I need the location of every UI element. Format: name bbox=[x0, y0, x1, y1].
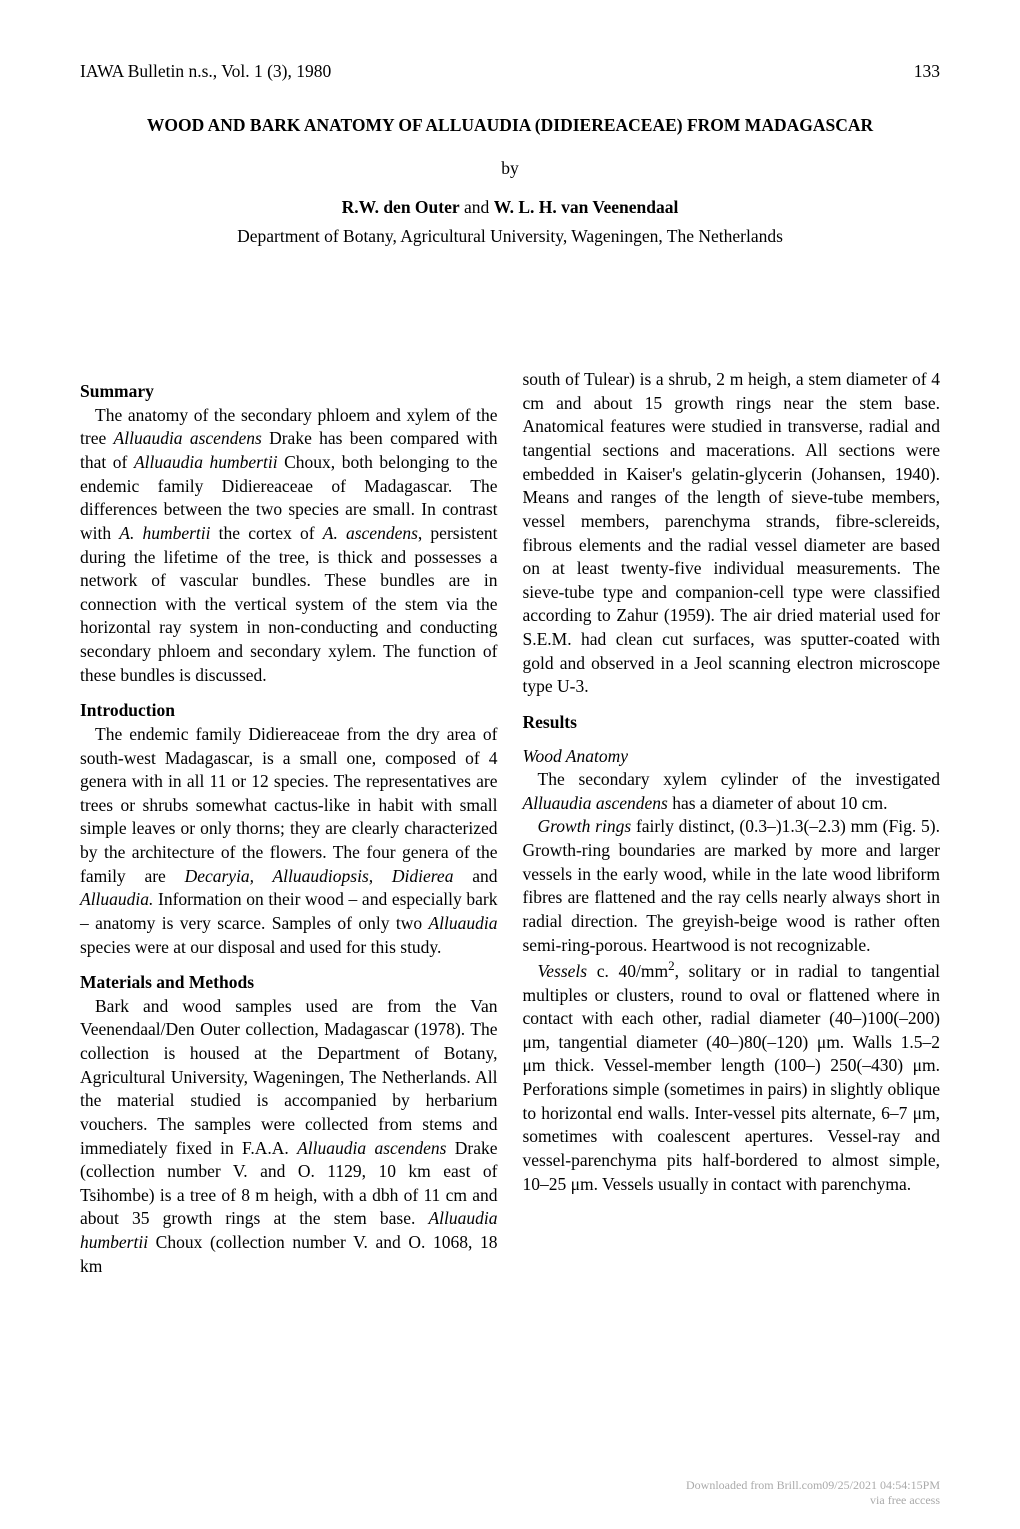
article-title: WOOD AND BARK ANATOMY OF ALLUAUDIA (DIDI… bbox=[80, 114, 940, 138]
methods-heading: Materials and Methods bbox=[80, 971, 498, 995]
species-name: Alluaudia humbertii bbox=[134, 452, 278, 472]
species-name: A. humbertii bbox=[119, 523, 210, 543]
intro-text: The endemic family Didiereaceae from the… bbox=[80, 724, 498, 886]
growth-rings-label: Growth rings bbox=[538, 816, 632, 836]
wood-text: The secondary xylem cylinder of the inve… bbox=[538, 769, 941, 789]
journal-info: IAWA Bulletin n.s., Vol. 1 (3), 1980 bbox=[80, 60, 331, 84]
genus-name: Alluaudia bbox=[428, 913, 497, 933]
intro-heading: Introduction bbox=[80, 699, 498, 723]
footer-line-1: Downloaded from Brill.com09/25/2021 04:5… bbox=[686, 1478, 940, 1494]
author-and: and bbox=[460, 197, 494, 217]
intro-paragraph: The endemic family Didiereaceae from the… bbox=[80, 723, 498, 959]
footer-line-2: via free access bbox=[686, 1493, 940, 1509]
vessels-label: Vessels bbox=[538, 961, 588, 981]
authors: R.W. den Outer and W. L. H. van Veenenda… bbox=[80, 196, 940, 220]
intro-text: species were at our disposal and used fo… bbox=[80, 937, 441, 957]
summary-text: , persistent during the lifetime of the … bbox=[80, 523, 498, 685]
download-footer: Downloaded from Brill.com09/25/2021 04:5… bbox=[686, 1478, 940, 1509]
genus-name: Alluaudia. bbox=[80, 889, 153, 909]
wood-anatomy-heading: Wood Anatomy bbox=[523, 745, 941, 769]
author-1: R.W. den Outer bbox=[342, 197, 460, 217]
wood-paragraph-2: Growth rings fairly distinct, (0.3–)1.3(… bbox=[523, 815, 941, 957]
species-name: Alluaudia ascendens bbox=[523, 793, 668, 813]
wood-paragraph-3: Vessels c. 40/mm2, solitary or in radial… bbox=[523, 957, 941, 1196]
right-column: south of Tulear) is a shrub, 2 m heigh, … bbox=[523, 368, 941, 1278]
affiliation: Department of Botany, Agricultural Unive… bbox=[80, 225, 940, 249]
content-columns: Summary The anatomy of the secondary phl… bbox=[80, 368, 940, 1278]
methods-continued: south of Tulear) is a shrub, 2 m heigh, … bbox=[523, 368, 941, 699]
results-heading: Results bbox=[523, 711, 941, 735]
wood-paragraph-1: The secondary xylem cylinder of the inve… bbox=[523, 768, 941, 815]
left-column: Summary The anatomy of the secondary phl… bbox=[80, 368, 498, 1278]
methods-text: Bark and wood samples used are from the … bbox=[80, 996, 498, 1158]
header-row: IAWA Bulletin n.s., Vol. 1 (3), 1980 133 bbox=[80, 60, 940, 84]
intro-text: and bbox=[453, 866, 497, 886]
genera-names: Decaryia, Alluaudiopsis, Didierea bbox=[185, 866, 454, 886]
summary-paragraph: The anatomy of the secondary phloem and … bbox=[80, 404, 498, 688]
by-line: by bbox=[80, 157, 940, 181]
species-name: Alluaudia ascendens bbox=[297, 1138, 446, 1158]
wood-text: fairly distinct, (0.3–)1.3(–2.3) mm (Fig… bbox=[523, 816, 941, 954]
summary-heading: Summary bbox=[80, 380, 498, 404]
species-name: A. ascendens bbox=[323, 523, 418, 543]
species-name: Alluaudia ascendens bbox=[114, 428, 262, 448]
summary-text: the cortex of bbox=[211, 523, 323, 543]
author-2: W. L. H. van Veenendaal bbox=[494, 197, 679, 217]
wood-text: has a diameter of about 10 cm. bbox=[668, 793, 888, 813]
page-number: 133 bbox=[914, 60, 940, 84]
wood-text: c. 40/mm bbox=[587, 961, 668, 981]
methods-paragraph: Bark and wood samples used are from the … bbox=[80, 995, 498, 1279]
wood-text: , solitary or in radial to tangential mu… bbox=[523, 961, 941, 1194]
